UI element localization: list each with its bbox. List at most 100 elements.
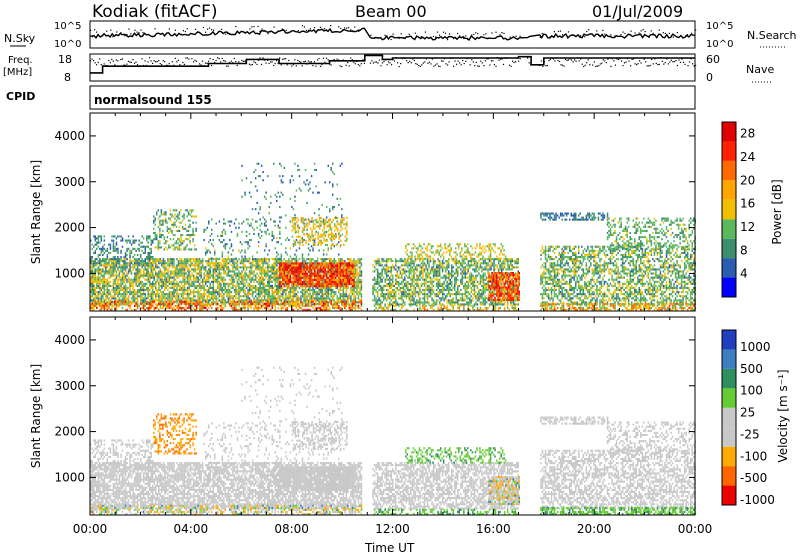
nsearch-dot [642,29,644,31]
power-cell [224,289,227,292]
nave-dot [640,62,642,64]
power-cell [235,289,237,292]
power-cell [235,276,237,279]
power-cell [247,291,249,294]
power-cell [312,264,314,267]
power-cell [135,272,137,275]
power-cell [288,285,290,288]
power-cell [220,306,222,309]
power-cell [324,262,326,265]
power-cell [100,304,103,307]
power-cell [282,283,284,286]
power-cell [192,280,195,283]
power-cell [177,304,180,307]
power-cell [102,260,104,263]
power-cell [173,270,175,273]
nave-dot [445,63,447,65]
power-cell [111,239,113,242]
power-cell [182,300,184,303]
power-cell [277,282,279,285]
power-cell [186,295,189,298]
power-cell [316,302,319,305]
nsearch-dot [386,35,388,37]
nsearch-dot [134,29,136,31]
power-cell [139,260,142,263]
power-cell [100,295,103,298]
power-cell [282,262,284,265]
power-cell [100,302,103,305]
power-cell [141,295,143,298]
power-cell [100,268,103,271]
power-cell [233,264,236,267]
power-cell [238,286,240,289]
power-cell [288,278,290,281]
power-cell [165,278,168,281]
nsearch-dot [487,37,489,39]
power-cell [256,272,258,275]
power-cell [91,308,93,311]
power-cell [295,266,298,269]
power-cell [177,270,180,273]
power-cell [316,291,319,294]
power-cell [230,270,233,273]
power-cell [115,262,118,265]
power-cell [93,308,95,311]
power-cell [298,299,301,302]
power-cell [170,260,172,263]
power-cell [99,286,101,289]
nsearch-dot [259,30,261,32]
power-cell [285,285,287,288]
nave-dot [280,64,282,66]
power-cell [206,262,208,265]
power-cell [144,308,146,311]
power-cell [144,264,146,267]
power-cell [126,274,128,277]
nave-dot [584,64,586,66]
power-cell [348,295,351,298]
nave-dot [546,64,548,67]
power-cell [106,264,109,267]
power-cell [192,268,195,271]
power-cell [217,266,219,269]
nsearch-dot [515,35,517,37]
nave-dot [557,59,559,62]
power-cell [238,274,240,277]
power-cell [103,308,106,311]
power-cell [159,270,162,273]
nave-dot [676,64,678,67]
power-cell [161,299,163,302]
power-cell [103,304,106,307]
power-cell [250,304,252,307]
power-cell [93,274,95,277]
power-cell [282,264,284,267]
nsearch-dot [624,32,626,35]
power-cell [270,299,272,302]
power-cell [233,266,236,269]
power-cell [273,278,275,281]
power-cell [307,293,310,296]
nsearch-dot [418,37,420,39]
power-cell [353,283,355,286]
nsearch-dot [495,31,497,33]
power-cell [335,272,337,275]
power-cell [356,304,358,307]
power-cell [146,237,148,240]
power-cell [223,276,225,279]
power-cell [218,289,221,292]
power-cell [106,280,109,283]
power-cell [102,284,104,287]
nave-dot [103,63,105,65]
power-cell [276,270,278,273]
power-cell [236,291,239,294]
power-cell [285,278,287,281]
nave-dot [651,58,653,61]
power-cell [132,264,134,267]
power-cell [227,293,230,296]
power-cell [152,293,154,296]
power-cell [161,300,163,303]
nave-dot [339,65,341,67]
power-cell [130,243,133,246]
nave-dot [141,58,143,60]
power-cell [304,304,307,307]
power-cell [105,270,107,273]
